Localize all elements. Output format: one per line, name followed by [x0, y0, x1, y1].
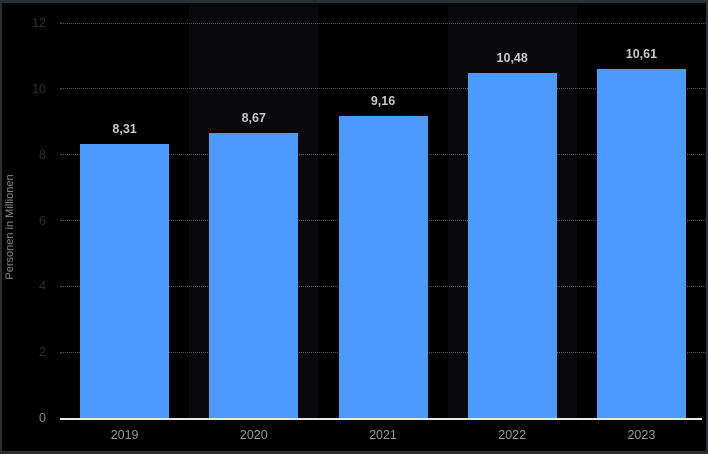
- data-label-2021: 9,16: [370, 94, 396, 109]
- bar-2022[interactable]: [467, 73, 557, 418]
- x-tick-label-2021: 2021: [369, 428, 397, 442]
- y-axis-title: Personen in Millionen: [4, 174, 16, 280]
- y-tick-label-6: 6: [39, 213, 46, 228]
- data-label-2020: 8,67: [241, 110, 266, 125]
- y-tick-label-8: 8: [39, 147, 46, 162]
- bar-2021[interactable]: [338, 116, 428, 418]
- bar-2019[interactable]: [80, 144, 170, 418]
- y-tick-label-10: 10: [32, 81, 46, 96]
- gridline-y-10: [60, 88, 706, 90]
- plot-area: 0 2 4 6 8 10 12 8,31 8,67 9,16 10,48 10,61 2019 202…: [2, 3, 706, 451]
- y-tick-label-4: 4: [39, 279, 46, 294]
- bar-2020[interactable]: [209, 132, 299, 418]
- bar-2023[interactable]: [596, 68, 686, 418]
- data-label-2019: 8,31: [112, 122, 137, 137]
- x-tick-label-2023: 2023: [627, 428, 656, 442]
- y-tick-label-0: 0: [39, 411, 46, 425]
- x-tick-label-2020: 2020: [239, 428, 268, 442]
- x-tick-label-2022: 2022: [498, 428, 527, 442]
- gridline-y-12: [60, 22, 706, 24]
- data-label-2023: 10,61: [625, 46, 658, 61]
- y-tick-label-12: 12: [32, 16, 46, 30]
- x-axis-line: [60, 418, 702, 420]
- x-tick-label-2019: 2019: [110, 428, 139, 442]
- y-tick-label-2: 2: [39, 345, 46, 360]
- data-label-2022: 10,48: [496, 51, 528, 66]
